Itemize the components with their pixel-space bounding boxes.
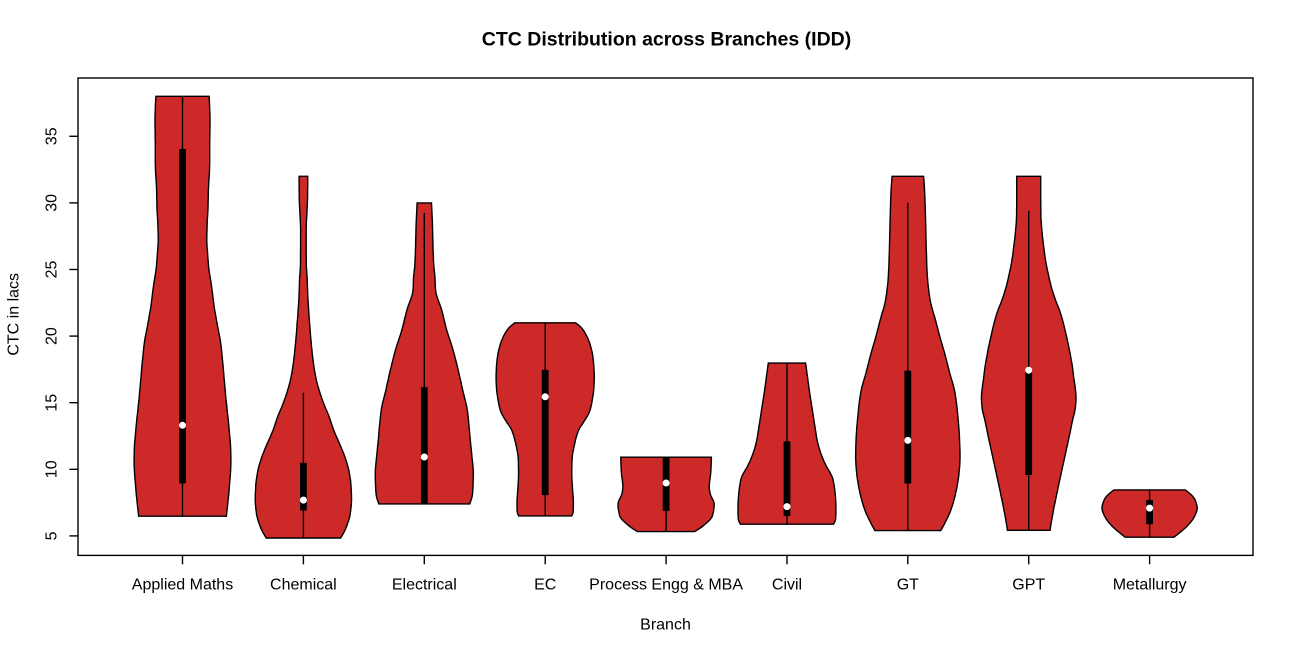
svg-text:EC: EC	[534, 577, 556, 594]
svg-text:35: 35	[44, 127, 61, 145]
svg-text:GT: GT	[897, 577, 919, 594]
svg-text:Metallurgy: Metallurgy	[1113, 577, 1187, 594]
svg-text:Electrical: Electrical	[392, 577, 457, 594]
svg-text:CTC in lacs: CTC in lacs	[6, 273, 23, 356]
svg-text:30: 30	[44, 194, 61, 212]
svg-text:Branch: Branch	[640, 617, 691, 634]
svg-text:Applied Maths: Applied Maths	[132, 577, 233, 594]
svg-text:15: 15	[44, 394, 61, 412]
svg-text:25: 25	[44, 261, 61, 279]
svg-text:Chemical: Chemical	[270, 577, 337, 594]
svg-text:GPT: GPT	[1012, 577, 1045, 594]
svg-text:10: 10	[44, 460, 61, 478]
svg-text:5: 5	[44, 531, 61, 540]
svg-text:Process Engg & MBA: Process Engg & MBA	[589, 577, 743, 594]
svg-text:CTC Distribution across Branch: CTC Distribution across Branches (IDD)	[482, 29, 851, 51]
svg-text:Civil: Civil	[772, 577, 802, 594]
svg-text:20: 20	[44, 327, 61, 345]
